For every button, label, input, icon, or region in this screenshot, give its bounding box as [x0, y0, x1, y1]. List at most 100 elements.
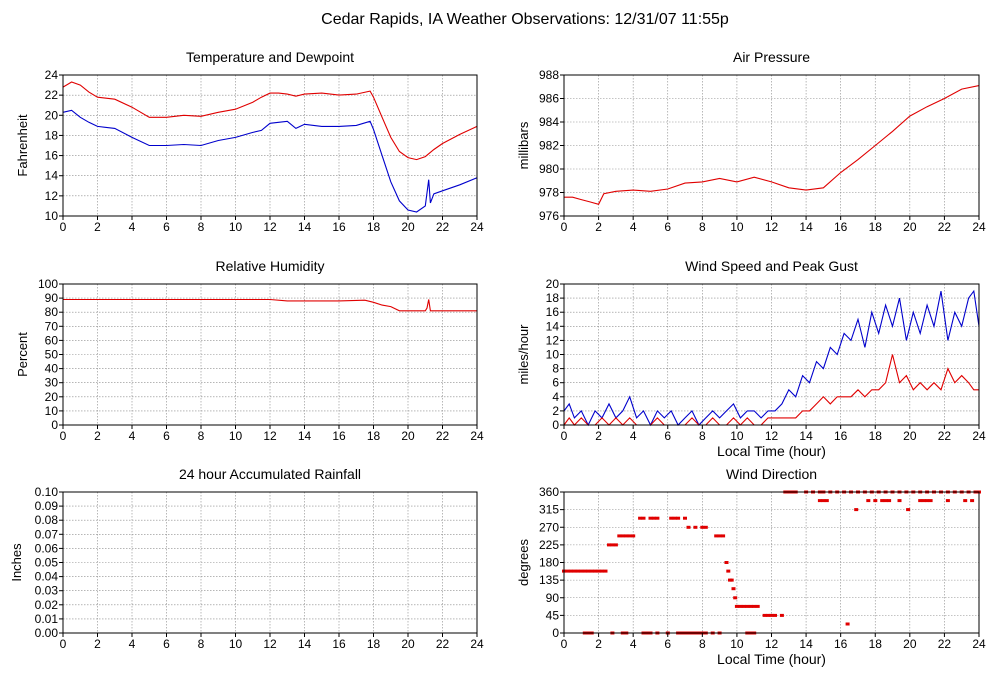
- series-point-red: [945, 499, 950, 503]
- x-tick-label: 8: [699, 220, 706, 234]
- series-point-red: [638, 516, 643, 520]
- y-tick-label: 100: [38, 277, 58, 291]
- x-tick-label: 16: [834, 637, 848, 651]
- series-point-red: [651, 516, 656, 520]
- y-tick-label: 18: [546, 291, 560, 305]
- y-tick-label: 270: [539, 520, 559, 534]
- y-tick-label: 10: [546, 348, 560, 362]
- y-tick-label: 0.04: [35, 570, 59, 584]
- series-point-red: [880, 499, 885, 503]
- y-tick-label: 0.07: [35, 527, 59, 541]
- x-tick-label: 20: [401, 220, 415, 234]
- chart-title: Relative Humidity: [216, 258, 325, 274]
- series-line-blue: [62, 109, 478, 213]
- chart-title: Wind Direction: [726, 466, 817, 482]
- series-line-red: [563, 354, 979, 426]
- y-tick-label: 80: [45, 305, 59, 319]
- x-tick-label: 10: [730, 220, 744, 234]
- x-tick-label: 16: [332, 637, 346, 651]
- series-point-red: [676, 516, 681, 520]
- chart-temperature: 0 2 4 6 8 10 12 14 16 18 20 22 241012141618202224Tem…: [15, 49, 484, 234]
- y-tick-label: 90: [45, 291, 59, 305]
- series-point-red: [762, 613, 767, 617]
- series-point-red: [686, 525, 691, 529]
- x-tick-label: 10: [229, 429, 243, 443]
- series-point-red: [669, 516, 674, 520]
- x-tick-label: 12: [263, 637, 277, 651]
- x-tick-label: 24: [972, 429, 986, 443]
- x-tick-label: 20: [903, 637, 917, 651]
- series-point-red: [613, 543, 618, 547]
- y-tick-label: 12: [45, 189, 59, 203]
- x-tick-label: 24: [470, 220, 484, 234]
- y-tick-label: 0.06: [35, 541, 59, 555]
- x-tick-label: 10: [730, 637, 744, 651]
- y-tick-label: 0.08: [35, 513, 59, 527]
- y-tick-label: 0: [51, 418, 58, 432]
- series-point-red: [928, 499, 933, 503]
- series-point-red: [617, 534, 622, 538]
- y-tick-label: 14: [546, 319, 560, 333]
- y-tick-label: 45: [546, 608, 560, 622]
- x-tick-label: 22: [436, 637, 450, 651]
- y-tick-label: 315: [539, 503, 559, 517]
- x-tick-label: 14: [799, 429, 813, 443]
- series-point-red: [607, 543, 611, 547]
- x-tick-label: 4: [129, 429, 136, 443]
- x-tick-label: 6: [163, 637, 170, 651]
- series-point-red: [568, 569, 573, 573]
- x-tick-label: 4: [129, 637, 136, 651]
- series-point-red: [729, 578, 734, 582]
- x-tick-label: 12: [263, 429, 277, 443]
- series-point-red: [741, 604, 746, 608]
- y-tick-label: 16: [45, 149, 59, 163]
- y-tick-label: 10: [45, 404, 59, 418]
- x-tick-label: 14: [298, 220, 312, 234]
- x-tick-label: 18: [869, 429, 883, 443]
- y-tick-label: 6: [552, 376, 559, 390]
- y-tick-label: 0: [552, 626, 559, 640]
- series-point-red: [610, 543, 615, 547]
- x-tick-label: 14: [799, 637, 813, 651]
- x-tick-label: 4: [630, 220, 637, 234]
- y-tick-label: 16: [546, 305, 560, 319]
- x-tick-label: 22: [938, 429, 952, 443]
- y-tick-label: 180: [539, 556, 559, 570]
- x-tick-label: 0: [60, 637, 67, 651]
- series-point-red: [970, 499, 975, 503]
- x-tick-label: 0: [60, 429, 67, 443]
- series-point-red: [824, 499, 829, 503]
- x-tick-label: 14: [298, 637, 312, 651]
- x-tick-label: 16: [834, 429, 848, 443]
- chart-title: 24 hour Accumulated Rainfall: [179, 466, 361, 482]
- series-point-red: [921, 499, 926, 503]
- series-point-red: [586, 569, 591, 573]
- page-title: Cedar Rapids, IA Weather Observations: 1…: [321, 11, 729, 28]
- x-tick-label: 24: [972, 637, 986, 651]
- series-point-red: [773, 613, 777, 617]
- y-tick-label: 0.01: [35, 612, 59, 626]
- y-tick-label: 2: [552, 404, 559, 418]
- series-point-red: [717, 534, 722, 538]
- x-tick-label: 4: [630, 637, 637, 651]
- y-tick-label: 976: [539, 209, 559, 223]
- x-tick-label: 10: [730, 429, 744, 443]
- x-tick-label: 0: [60, 220, 67, 234]
- x-tick-label: 14: [799, 220, 813, 234]
- y-tick-label: 988: [539, 68, 559, 82]
- x-tick-label: 24: [470, 637, 484, 651]
- series-point-red: [748, 604, 753, 608]
- y-tick-label: 0: [552, 418, 559, 432]
- x-tick-label: 10: [229, 637, 243, 651]
- series-point-red: [624, 534, 629, 538]
- series-line-red: [564, 85, 980, 205]
- y-tick-label: 978: [539, 186, 559, 200]
- series-point-red: [648, 516, 653, 520]
- series-point-red: [724, 561, 729, 564]
- series-point-red: [755, 604, 760, 608]
- y-tick-label: 0.09: [35, 499, 59, 513]
- y-tick-label: 90: [546, 591, 560, 605]
- x-tick-label: 22: [938, 637, 952, 651]
- y-tick-label: 0.03: [35, 584, 59, 598]
- series-point-red: [693, 525, 698, 529]
